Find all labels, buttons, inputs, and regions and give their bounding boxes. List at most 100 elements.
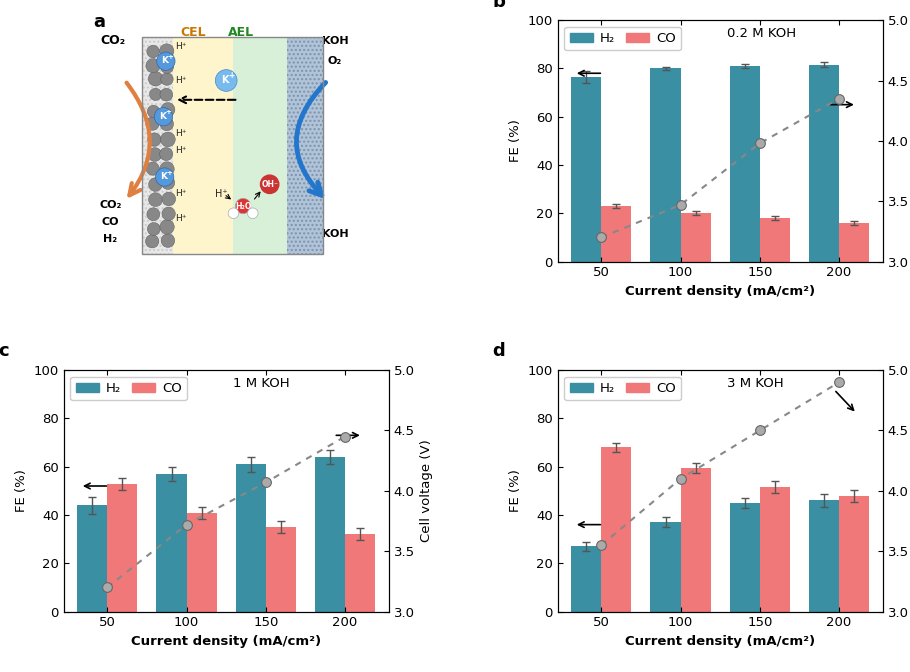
Circle shape [160, 60, 174, 73]
Circle shape [159, 147, 173, 161]
Text: CO₂: CO₂ [99, 200, 122, 210]
Circle shape [161, 73, 173, 85]
Bar [157, 474, 187, 612]
Bar [839, 496, 869, 612]
Circle shape [147, 208, 160, 220]
Circle shape [156, 168, 174, 186]
Bar [345, 534, 375, 612]
Circle shape [157, 52, 175, 71]
Circle shape [146, 235, 159, 248]
Text: CEL: CEL [181, 26, 207, 39]
Circle shape [155, 108, 173, 126]
Bar [266, 527, 296, 612]
Bar [571, 546, 602, 612]
Bar [234, 37, 287, 254]
Bar [839, 223, 869, 261]
Bar [602, 448, 632, 612]
Text: +: + [166, 170, 172, 175]
Text: H⁺: H⁺ [176, 146, 187, 155]
Text: CO₂: CO₂ [100, 34, 126, 47]
Text: +: + [167, 54, 173, 60]
Legend: H₂, CO: H₂, CO [70, 377, 187, 401]
Circle shape [147, 222, 160, 235]
Text: H₂O: H₂O [235, 202, 251, 210]
Bar [760, 218, 790, 261]
Text: K: K [161, 56, 168, 65]
Text: KOH: KOH [321, 36, 349, 46]
Circle shape [160, 117, 174, 131]
Text: d: d [492, 343, 505, 360]
Bar [287, 37, 323, 254]
Bar [571, 77, 602, 261]
Bar [315, 457, 345, 612]
Bar [730, 66, 760, 261]
Text: +: + [228, 71, 235, 80]
Text: +: + [165, 110, 171, 116]
Text: H⁺: H⁺ [215, 189, 228, 199]
Y-axis label: FE (%): FE (%) [509, 470, 522, 512]
Text: H⁺: H⁺ [176, 76, 187, 85]
Circle shape [236, 198, 251, 214]
Text: c: c [0, 343, 9, 360]
Text: O₂: O₂ [328, 56, 342, 66]
Bar [142, 37, 173, 254]
Bar [173, 37, 234, 254]
Text: H⁺: H⁺ [176, 190, 187, 198]
Circle shape [228, 208, 238, 218]
FancyArrowPatch shape [126, 83, 150, 196]
Text: K: K [221, 75, 228, 85]
Bar [809, 501, 839, 612]
Text: K: K [158, 112, 166, 121]
Text: 3 M KOH: 3 M KOH [727, 378, 784, 390]
Circle shape [146, 117, 159, 130]
Text: AEL: AEL [228, 26, 254, 39]
Text: H⁺: H⁺ [176, 129, 187, 138]
Circle shape [160, 220, 174, 234]
Bar [809, 65, 839, 261]
Text: H₂: H₂ [103, 235, 117, 244]
Circle shape [161, 103, 175, 117]
Circle shape [159, 44, 174, 58]
Bar [287, 37, 323, 254]
Text: OH⁻: OH⁻ [261, 180, 278, 189]
Legend: H₂, CO: H₂, CO [564, 27, 681, 50]
Text: K: K [160, 172, 167, 181]
Text: 1 M KOH: 1 M KOH [233, 378, 289, 390]
Circle shape [260, 175, 278, 194]
Y-axis label: FE (%): FE (%) [509, 120, 522, 162]
Circle shape [161, 234, 175, 247]
Bar [187, 513, 217, 612]
X-axis label: Current density (mA/cm²): Current density (mA/cm²) [131, 635, 321, 648]
Circle shape [216, 70, 238, 91]
Circle shape [160, 88, 173, 101]
X-axis label: Current density (mA/cm²): Current density (mA/cm²) [625, 285, 815, 298]
Bar [651, 522, 681, 612]
Text: b: b [492, 0, 506, 11]
X-axis label: Current density (mA/cm²): Current density (mA/cm²) [625, 635, 815, 648]
Bar [107, 484, 137, 612]
Bar [142, 37, 323, 254]
FancyArrowPatch shape [297, 83, 326, 196]
Text: H⁺: H⁺ [176, 42, 187, 51]
Circle shape [162, 207, 176, 220]
Text: H⁺: H⁺ [176, 214, 187, 222]
Circle shape [148, 148, 162, 161]
Circle shape [161, 176, 175, 190]
Circle shape [148, 178, 162, 192]
Circle shape [147, 45, 159, 58]
Circle shape [160, 162, 174, 176]
Bar [760, 487, 790, 612]
Circle shape [147, 133, 161, 146]
Circle shape [149, 88, 162, 101]
Circle shape [160, 132, 176, 146]
Circle shape [148, 71, 163, 86]
Text: 0.2 M KOH: 0.2 M KOH [727, 28, 796, 40]
Bar [77, 505, 107, 612]
Text: CO: CO [102, 217, 119, 227]
Legend: H₂, CO: H₂, CO [564, 377, 681, 401]
Circle shape [147, 162, 159, 175]
Bar [602, 206, 632, 261]
Y-axis label: Cell voltage (V): Cell voltage (V) [420, 439, 433, 542]
Bar [681, 468, 711, 612]
Text: a: a [94, 13, 106, 31]
